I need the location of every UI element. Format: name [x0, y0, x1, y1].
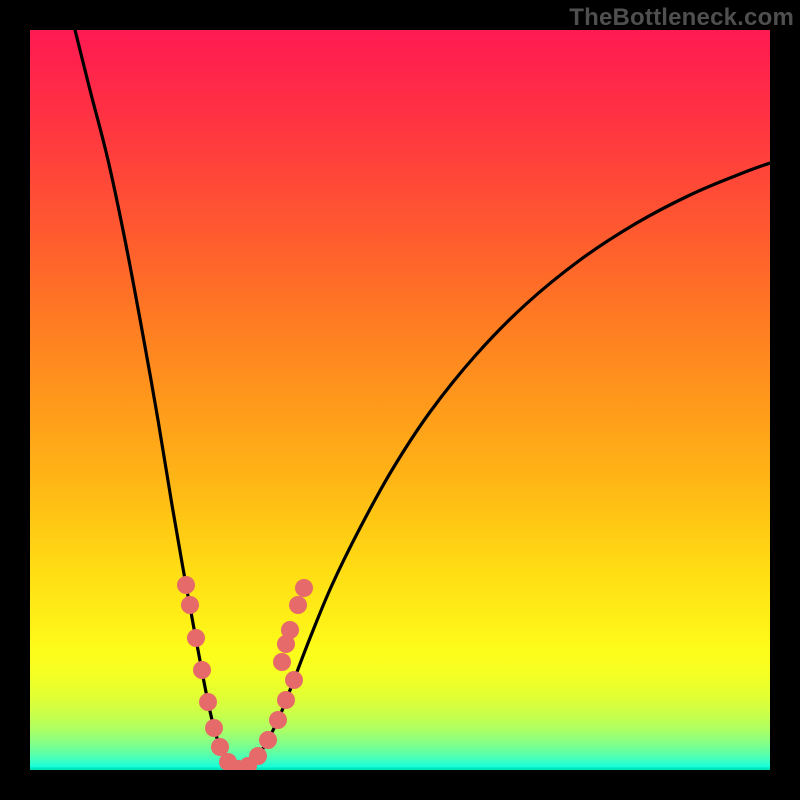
curve-marker [205, 719, 223, 737]
curve-marker [193, 661, 211, 679]
curve-markers [177, 576, 313, 770]
curve-marker [273, 653, 291, 671]
curve-layer [30, 30, 770, 770]
bottleneck-curve [75, 30, 770, 769]
curve-marker [295, 579, 313, 597]
curve-marker [269, 711, 287, 729]
chart-container: { "watermark": { "text": "TheBottleneck.… [0, 0, 800, 800]
curve-marker [249, 747, 267, 765]
curve-marker [285, 671, 303, 689]
curve-marker [289, 596, 307, 614]
plot-area [30, 30, 770, 770]
watermark-text: TheBottleneck.com [569, 4, 794, 32]
curve-marker [281, 621, 299, 639]
curve-marker [277, 691, 295, 709]
curve-marker [177, 576, 195, 594]
curve-marker [181, 596, 199, 614]
curve-marker [199, 693, 217, 711]
curve-marker [259, 731, 277, 749]
curve-marker [187, 629, 205, 647]
